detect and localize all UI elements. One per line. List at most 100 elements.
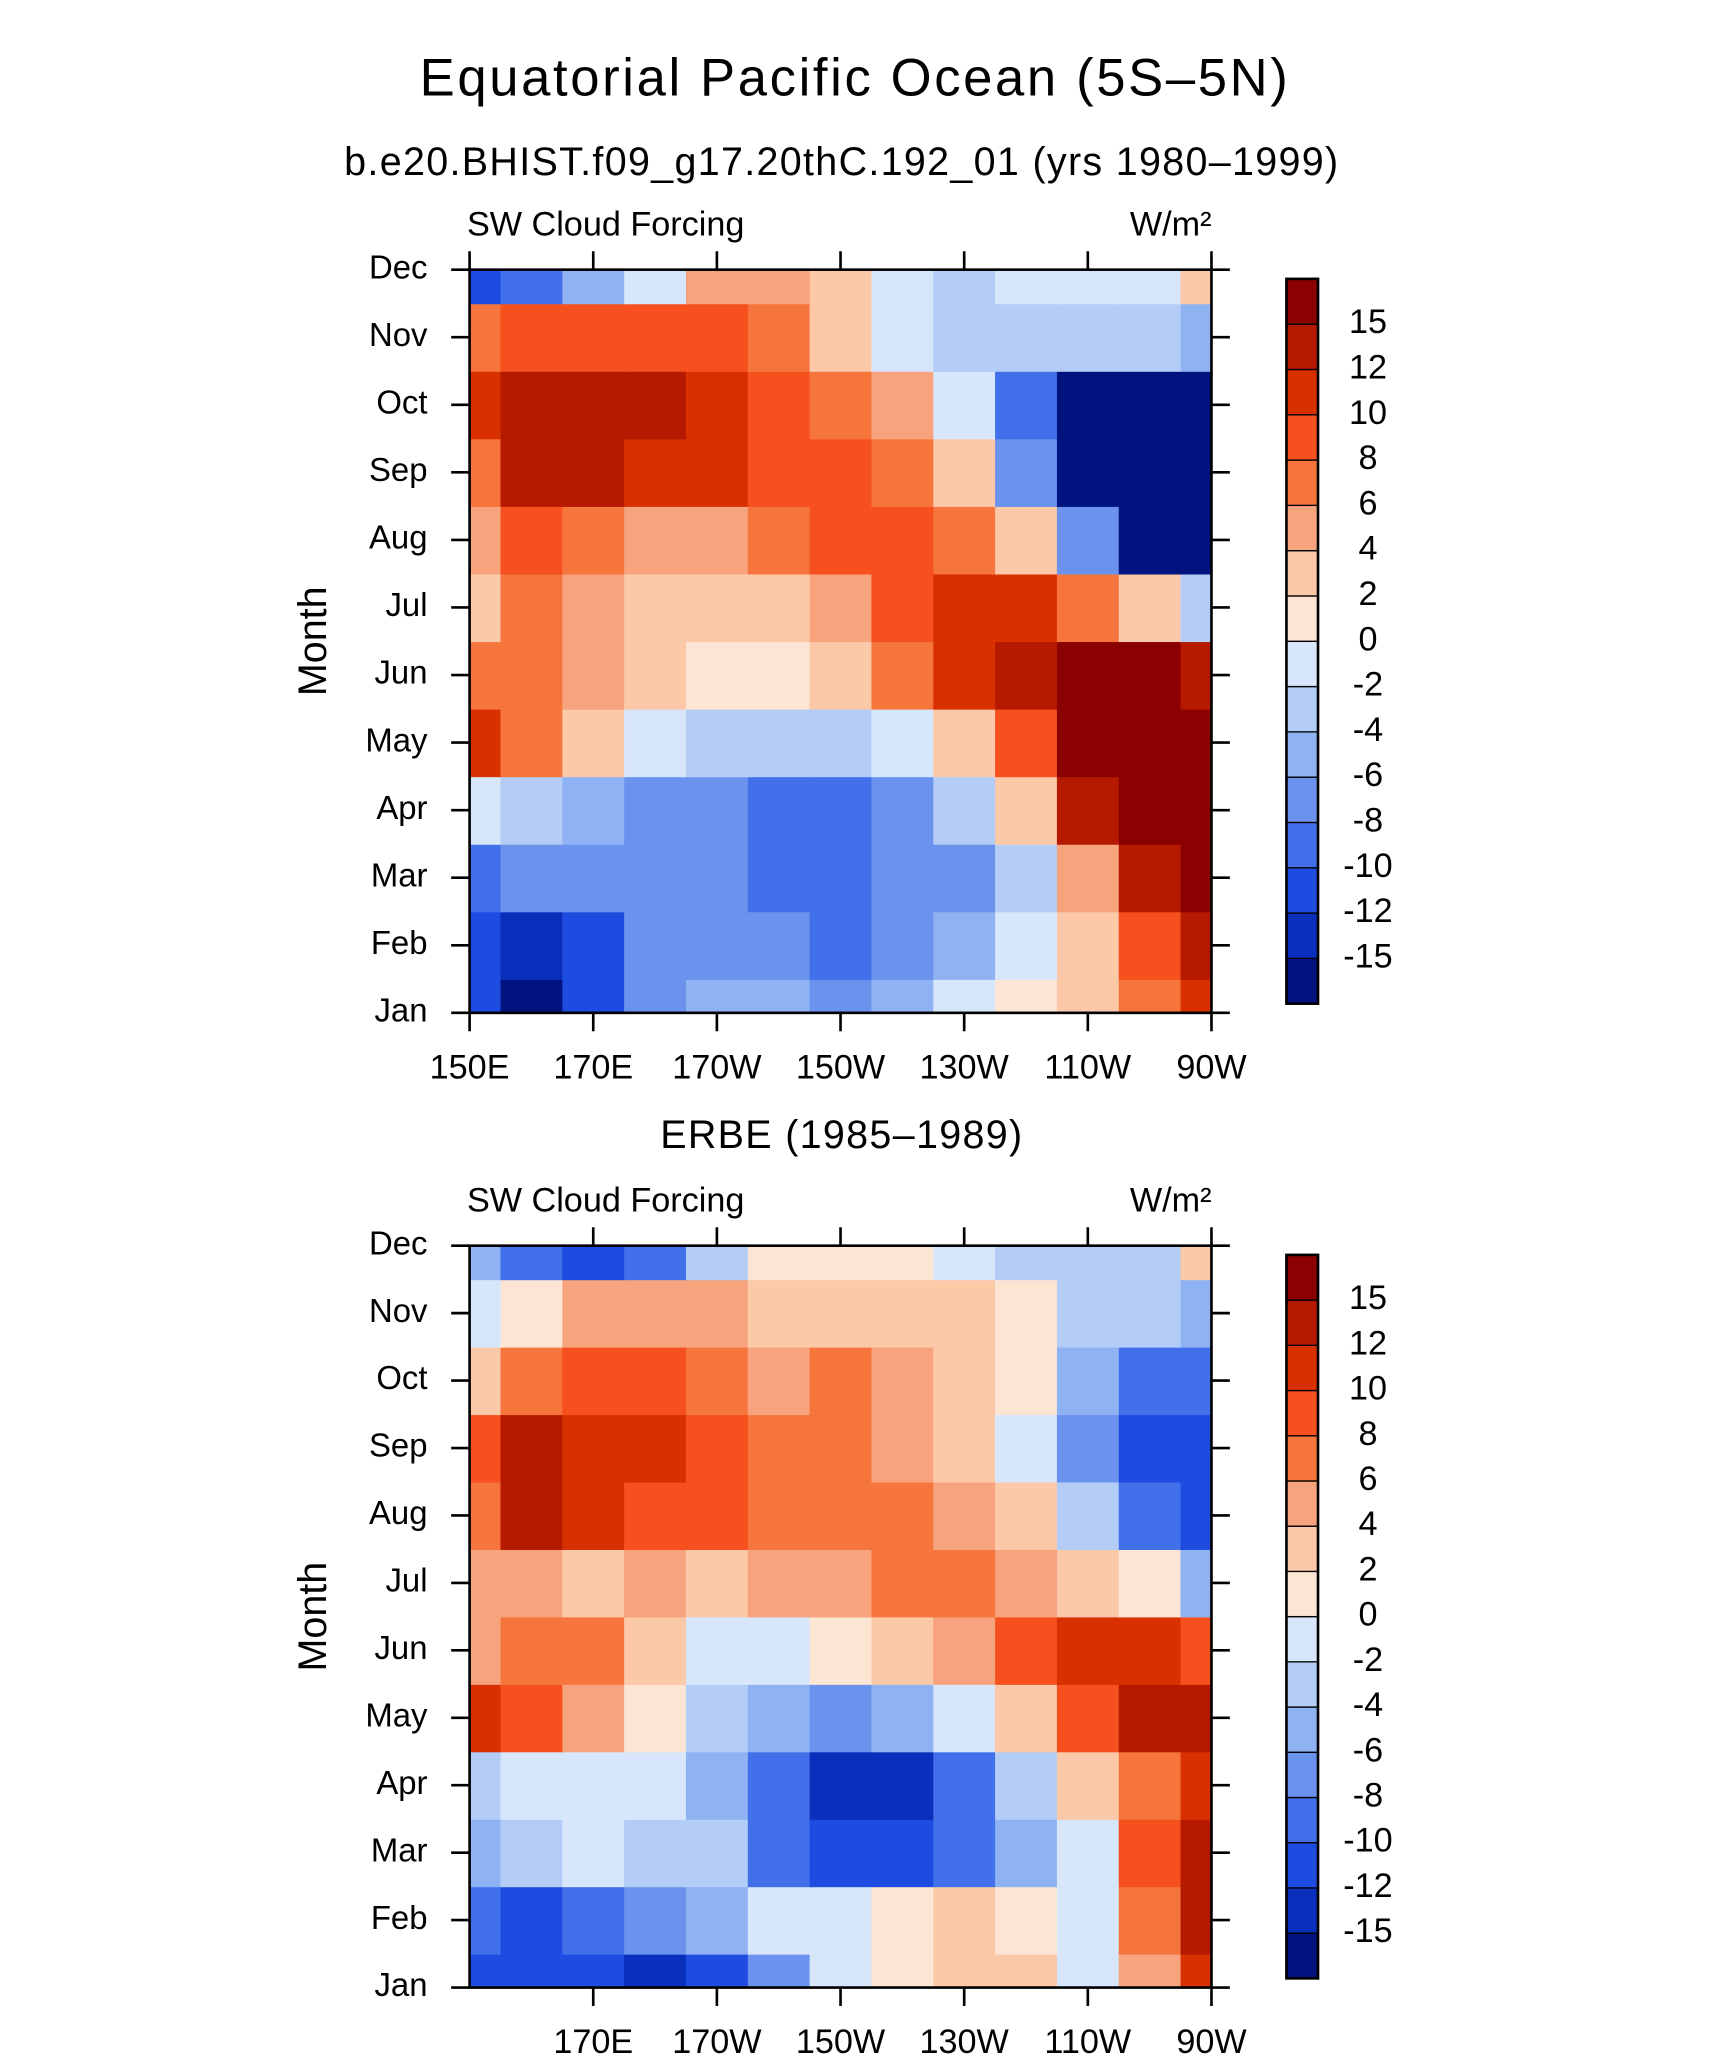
contour-cell bbox=[624, 573, 687, 643]
contour-cell bbox=[995, 1279, 1058, 1348]
y-tick-label: Jan bbox=[374, 992, 427, 1029]
contour-cell bbox=[685, 776, 749, 845]
contour-cell bbox=[1180, 1279, 1213, 1348]
x-tick-label: 130W bbox=[920, 2023, 1010, 2059]
contour-cell bbox=[562, 1346, 625, 1416]
contour-cell bbox=[624, 1616, 687, 1685]
colorbar-label: 2 bbox=[1358, 1550, 1377, 1588]
contour-cell bbox=[562, 1818, 625, 1888]
y-tick-label: Jun bbox=[374, 654, 427, 691]
contour-cell bbox=[624, 843, 687, 913]
contour-cell bbox=[1118, 979, 1182, 1014]
contour-cell bbox=[747, 1616, 811, 1685]
contour-cell bbox=[747, 303, 811, 372]
contour-cell bbox=[685, 371, 749, 440]
contour-cell bbox=[995, 1751, 1058, 1820]
contour-cell bbox=[1056, 979, 1120, 1014]
contour-cell bbox=[995, 1481, 1058, 1550]
contour-cell bbox=[624, 1751, 687, 1820]
contour-cell bbox=[1118, 1279, 1182, 1348]
contour-cell bbox=[1056, 1245, 1120, 1281]
contour-cell bbox=[685, 269, 749, 305]
contour-cell bbox=[1118, 506, 1182, 575]
contour-cell bbox=[469, 843, 502, 913]
panel-title: ERBE (1985–1989) bbox=[660, 1113, 1023, 1157]
contour-cell bbox=[500, 776, 564, 845]
contour-cell bbox=[995, 573, 1058, 643]
colorbar-box bbox=[1285, 1570, 1319, 1618]
contour-cell bbox=[500, 1549, 564, 1618]
colorbar-label: 10 bbox=[1349, 394, 1387, 432]
colorbar-box bbox=[1285, 1615, 1319, 1663]
contour-cell bbox=[933, 1279, 996, 1348]
y-tick-label: Jul bbox=[385, 1562, 427, 1599]
contour-cell bbox=[685, 1549, 749, 1618]
contour-cell bbox=[1056, 1953, 1120, 1989]
contour-cell bbox=[809, 1886, 873, 1955]
contour-cell bbox=[995, 1684, 1058, 1753]
colorbar-box bbox=[1285, 323, 1319, 371]
contour-cell bbox=[624, 1953, 687, 1989]
contour-cell bbox=[469, 641, 502, 710]
contour-cell bbox=[685, 303, 749, 372]
contour-cell bbox=[469, 1886, 502, 1955]
colorbar-label: -12 bbox=[1343, 892, 1392, 930]
contour-cell bbox=[624, 438, 687, 507]
contour-cell bbox=[624, 1818, 687, 1888]
contour-cell bbox=[624, 1245, 687, 1281]
contour-cell bbox=[995, 1346, 1058, 1416]
colorbar-label: -4 bbox=[1353, 711, 1383, 749]
contour-cell bbox=[747, 1245, 811, 1281]
contour-cell bbox=[1118, 1751, 1182, 1820]
contour-cell bbox=[1056, 911, 1120, 980]
colorbar-label: 8 bbox=[1358, 1415, 1377, 1453]
contour-cell bbox=[871, 843, 935, 913]
contour-cell bbox=[995, 1616, 1058, 1685]
contour-cell bbox=[624, 1279, 687, 1348]
contour-cell bbox=[933, 1751, 996, 1820]
contour-cell bbox=[809, 573, 873, 643]
contour-cell bbox=[500, 371, 564, 440]
contour-cell bbox=[469, 1751, 502, 1820]
contour-cell bbox=[933, 1549, 996, 1618]
contour-cell bbox=[809, 843, 873, 913]
colorbar-label: -10 bbox=[1343, 847, 1392, 885]
contour-cell bbox=[685, 1953, 749, 1989]
contour-cell bbox=[685, 641, 749, 710]
left-label: SW Cloud Forcing bbox=[467, 1181, 744, 1219]
contour-cell bbox=[933, 911, 996, 980]
contour-cell bbox=[469, 506, 502, 575]
y-tick-label: Aug bbox=[369, 1494, 428, 1531]
contour-cell bbox=[562, 1481, 625, 1550]
contour-cell bbox=[1118, 1549, 1182, 1618]
contour-field bbox=[469, 1245, 1213, 1989]
x-tick-label: 150W bbox=[796, 2023, 886, 2059]
contour-cell bbox=[685, 1818, 749, 1888]
contour-cell bbox=[469, 371, 502, 440]
colorbar-box bbox=[1285, 1299, 1319, 1346]
x-tick-label: 170W bbox=[672, 1048, 762, 1086]
contour-cell bbox=[1118, 1818, 1182, 1888]
y-axis-label: Month bbox=[291, 1562, 335, 1672]
contour-cell bbox=[995, 979, 1058, 1014]
colorbar-label: 15 bbox=[1349, 303, 1387, 341]
colorbar-box bbox=[1285, 912, 1319, 960]
contour-cell bbox=[747, 1818, 811, 1888]
colorbar-label: -4 bbox=[1353, 1686, 1383, 1724]
contour-cell bbox=[685, 1414, 749, 1483]
contour-cell bbox=[500, 438, 564, 507]
contour-cell bbox=[469, 573, 502, 643]
contour-cell bbox=[1180, 1818, 1213, 1888]
contour-cell bbox=[624, 641, 687, 710]
contour-cell bbox=[1056, 506, 1120, 575]
contour-cell bbox=[1056, 1279, 1120, 1348]
contour-cell bbox=[747, 776, 811, 845]
contour-cell bbox=[562, 979, 625, 1014]
contour-cell bbox=[500, 708, 564, 778]
contour-cell bbox=[871, 269, 935, 305]
contour-cell bbox=[871, 303, 935, 372]
contour-cell bbox=[933, 1616, 996, 1685]
contour-cell bbox=[871, 641, 935, 710]
contour-cell bbox=[1056, 438, 1120, 507]
contour-cell bbox=[1118, 269, 1182, 305]
